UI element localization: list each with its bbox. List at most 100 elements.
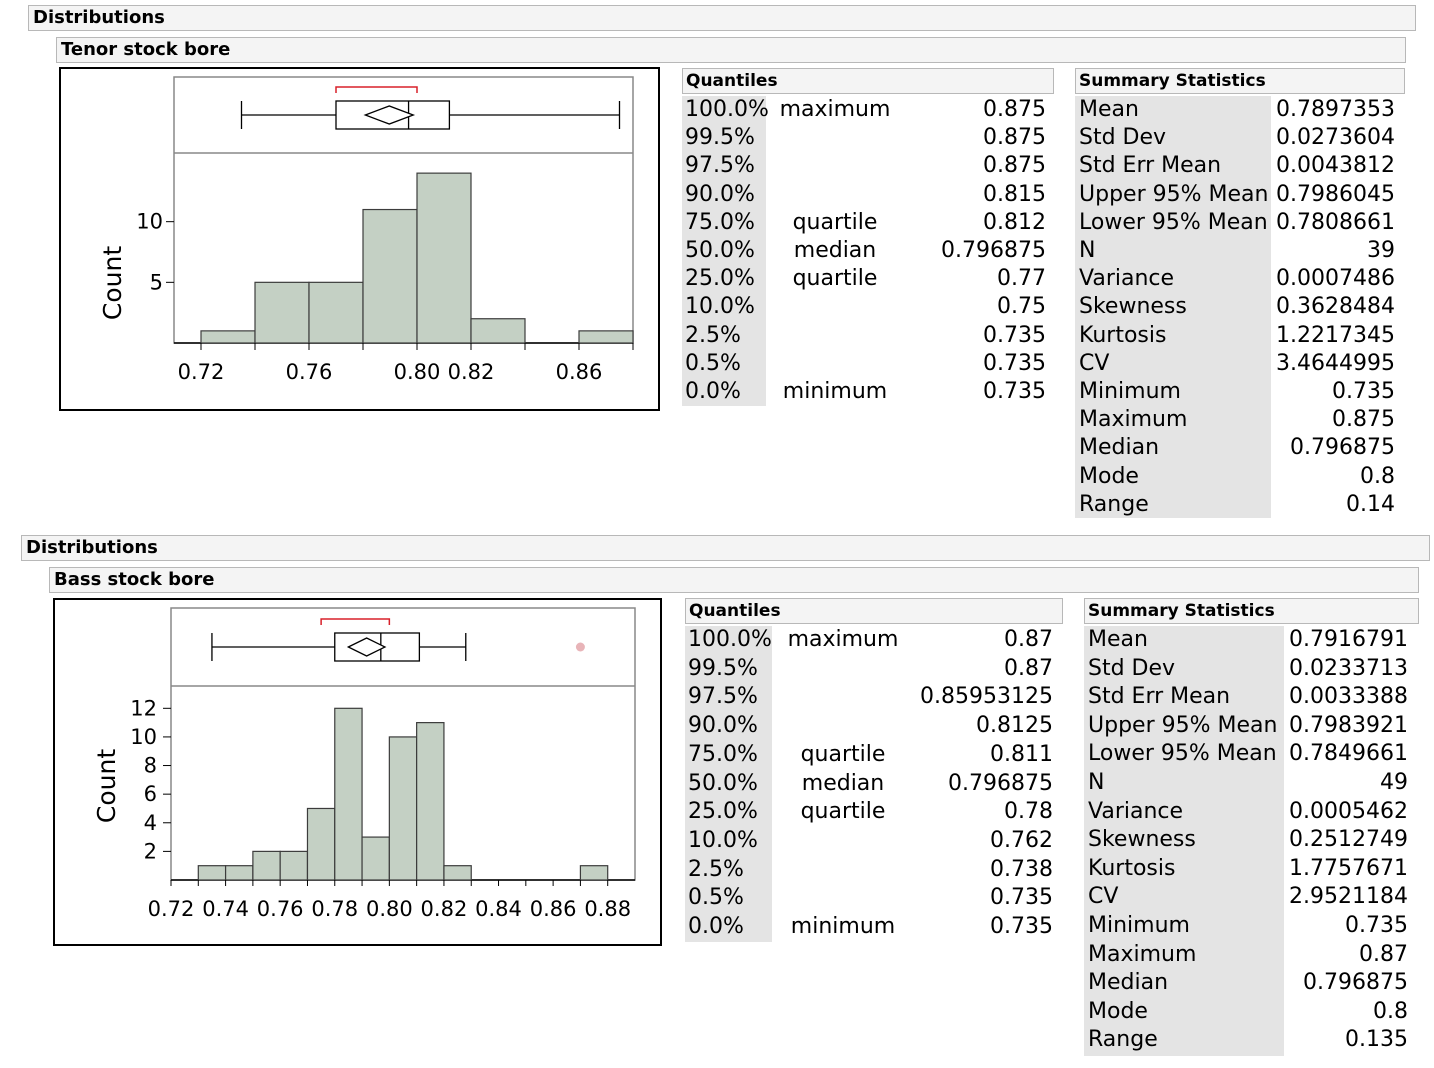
y-tick-label: 5 [150,270,163,294]
mean-diamond [346,637,387,657]
quantile-pct: 0.5% [685,350,741,376]
y-axis-label: Count [92,749,121,823]
quantile-value: 0.87 [1004,655,1053,681]
histogram-bar [443,865,472,881]
stat-label: Median [1088,970,1169,996]
x-tick-label: 0.84 [475,897,522,921]
y-tick-label: 6 [144,782,157,806]
stat-value: 0.14 [1346,491,1395,517]
stat-value: 3.4644995 [1276,350,1395,376]
x-tick-label: 0.82 [421,897,468,921]
histogram-bar [200,330,256,344]
stat-label: Variance [1079,266,1175,292]
quantile-pct: 90.0% [688,713,758,739]
shortest-half-bracket [335,86,418,93]
stat-label: Skewness [1079,294,1187,320]
stat-value: 49 [1380,770,1408,795]
quantiles-table: Quantiles 100.0% maximum 0.875 99.5% 0.875 97… [682,68,1056,408]
quantiles-table: Quantiles 100.0% maximum 0.87 99.5% 0.87 97.5… [685,598,1065,943]
quantile-pct: 25.0% [688,799,758,825]
histogram-bar [197,865,227,881]
x-tick-label: 0.78 [311,897,358,921]
quantile-value: 0.735 [990,885,1053,911]
x-tick-label: 0.76 [257,897,304,921]
y-tick-label: 4 [144,811,157,835]
quantile-pct: 97.5% [688,684,758,710]
quantile-value: 0.87 [1004,627,1053,652]
mean-diamond [363,105,416,125]
variable-title[interactable]: Tenor stock bore [56,37,1406,63]
quantile-label: quartile [800,741,886,767]
histogram-bar [579,865,609,881]
stat-label: Mode [1088,998,1148,1024]
quantile-value: 0.762 [990,827,1053,853]
summary-statistics-table: Summary Statistics Mean 0.7916791 Std Dev 0… [1084,598,1419,1060]
histogram-bar [224,865,254,881]
histogram-bar [470,318,526,344]
summary-statistics-header[interactable]: Summary Statistics [1075,68,1405,94]
quantile-pct: 90.0% [685,181,755,207]
quantile-pct: 50.0% [688,770,758,796]
stat-label: Range [1079,491,1149,517]
variable-title[interactable]: Bass stock bore [49,567,1419,593]
x-tick-label: 0.80 [366,897,413,921]
distributions-header[interactable]: Distributions [28,5,1416,31]
histogram-bar [308,281,364,344]
stat-label: Range [1088,1027,1158,1053]
quantile-value: 0.875 [983,153,1046,179]
histogram-bar [361,836,390,881]
quantile-label: minimum [790,914,896,939]
quantile-value: 0.796875 [948,770,1053,796]
chart-panel: 0.72 0.76 0.80 0.82 0.86 5 10 Count [59,67,660,411]
quantile-value: 0.77 [997,266,1046,292]
quantile-value: 0.8125 [976,713,1053,739]
stat-value: 0.3628484 [1276,294,1395,320]
stat-label: Std Err Mean [1088,684,1231,710]
x-tick-label: 0.82 [448,360,495,384]
stat-label: Maximum [1079,407,1188,433]
pct-column-shade [685,626,772,942]
stat-value: 0.7849661 [1289,741,1408,767]
stat-value: 1.7757671 [1289,855,1408,881]
quantile-pct: 75.0% [688,741,758,767]
quantiles-header[interactable]: Quantiles [685,598,1063,624]
quantile-pct: 25.0% [685,266,755,292]
stat-label: Kurtosis [1079,322,1167,348]
stat-label: Std Err Mean [1079,153,1222,179]
stat-label-column-shade [1084,626,1284,1056]
stat-value: 0.796875 [1290,435,1395,461]
quantile-pct: 0.0% [685,379,741,404]
histogram-bar [416,722,445,881]
quantile-pct: 10.0% [685,294,755,320]
stat-value: 0.8 [1360,463,1395,489]
chart-panel: 0.72 0.74 0.76 0.78 0.80 0.82 0.84 0.86 0.88 2 4 6 8… [53,598,662,946]
summary-statistics-table: Summary Statistics Mean 0.7897353 Std Dev 0… [1075,68,1405,520]
stat-value: 0.735 [1332,379,1395,404]
distributions-header[interactable]: Distributions [21,535,1430,561]
stat-label: Minimum [1088,913,1190,938]
x-tick-label: 0.86 [556,360,603,384]
quantile-pct: 2.5% [688,856,744,882]
y-tick-label: 10 [130,725,157,749]
histogram-bar [362,208,418,344]
stat-value: 0.0033388 [1289,684,1408,710]
histogram-bar [252,850,281,881]
stat-label: CV [1088,884,1119,910]
stat-value: 0.7986045 [1276,181,1395,207]
stat-value: 0.2512749 [1289,827,1408,853]
quantiles-header[interactable]: Quantiles [682,68,1054,94]
stat-label: Minimum [1079,379,1181,404]
stat-label: Std Dev [1088,655,1176,681]
quantile-pct: 75.0% [685,209,755,235]
quantile-value: 0.735 [983,350,1046,376]
histogram-bar [416,172,472,344]
y-tick-label: 10 [136,210,163,234]
y-tick-label: 12 [130,696,157,720]
stat-value: 0.875 [1332,407,1395,433]
quantile-pct: 50.0% [685,238,755,263]
quantile-pct: 10.0% [688,827,758,853]
stat-label: Maximum [1088,941,1197,967]
quantile-label: maximum [787,627,899,652]
summary-statistics-header[interactable]: Summary Statistics [1084,598,1419,624]
x-tick-label: 0.72 [178,360,225,384]
